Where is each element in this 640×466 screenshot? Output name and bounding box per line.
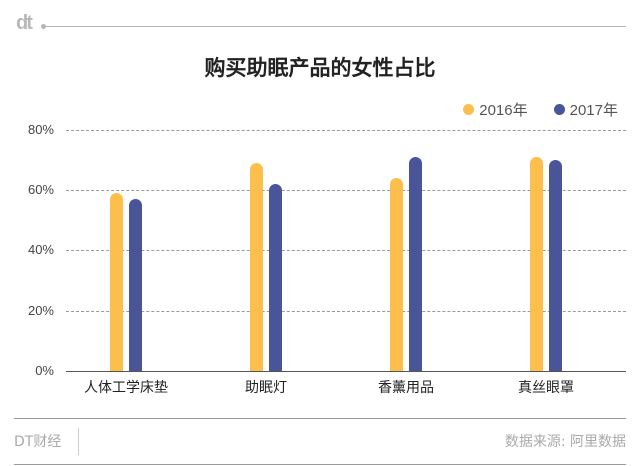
header-line-dot — [41, 24, 46, 29]
footer-divider-top — [14, 418, 626, 419]
bar-3-2016年 — [530, 157, 543, 371]
legend-dot-2017-icon — [553, 104, 565, 115]
legend-item-2016: 2016年 — [463, 99, 528, 120]
legend-item-2017: 2017年 — [553, 99, 618, 120]
footer-brand: DT财经 — [14, 434, 62, 450]
bar-2-2017年 — [409, 157, 422, 371]
x-label-sleep-lamp: 助眠灯 — [245, 380, 287, 396]
x-label-mattress: 人体工学床垫 — [84, 380, 168, 396]
dt-logo: dt — [16, 12, 33, 34]
y-tick-40: 40% — [27, 242, 54, 257]
plot-area — [66, 130, 626, 372]
bar-0-2016年 — [110, 193, 123, 371]
gridline-20 — [66, 311, 626, 312]
footer-divider-bottom — [14, 464, 626, 465]
y-tick-0: 0% — [35, 363, 54, 378]
bar-0-2017年 — [129, 199, 142, 371]
bar-1-2016年 — [250, 163, 263, 371]
y-tick-20: 20% — [27, 303, 54, 318]
gridline-80 — [66, 130, 626, 131]
gridline-40 — [66, 250, 626, 251]
y-tick-60: 60% — [27, 182, 54, 197]
legend-dot-2016-icon — [463, 104, 475, 115]
chart-legend: 2016年 2017年 — [463, 99, 618, 120]
y-tick-80: 80% — [27, 122, 54, 137]
chart-title: 购买助眠产品的女性占比 — [204, 56, 436, 80]
x-label-silk-eyemask: 真丝眼罩 — [518, 380, 574, 396]
bar-1-2017年 — [269, 184, 282, 371]
bar-2-2016年 — [390, 178, 403, 371]
header-divider — [44, 26, 626, 27]
legend-label-2016: 2016年 — [479, 102, 528, 119]
footer-separator — [78, 428, 79, 455]
gridline-60 — [66, 190, 626, 191]
bar-3-2017年 — [549, 160, 562, 371]
x-label-aroma: 香薰用品 — [378, 380, 434, 396]
x-axis-line — [66, 371, 626, 372]
footer-source: 数据来源: 阿里数据 — [504, 434, 626, 450]
legend-label-2017: 2017年 — [569, 102, 618, 119]
